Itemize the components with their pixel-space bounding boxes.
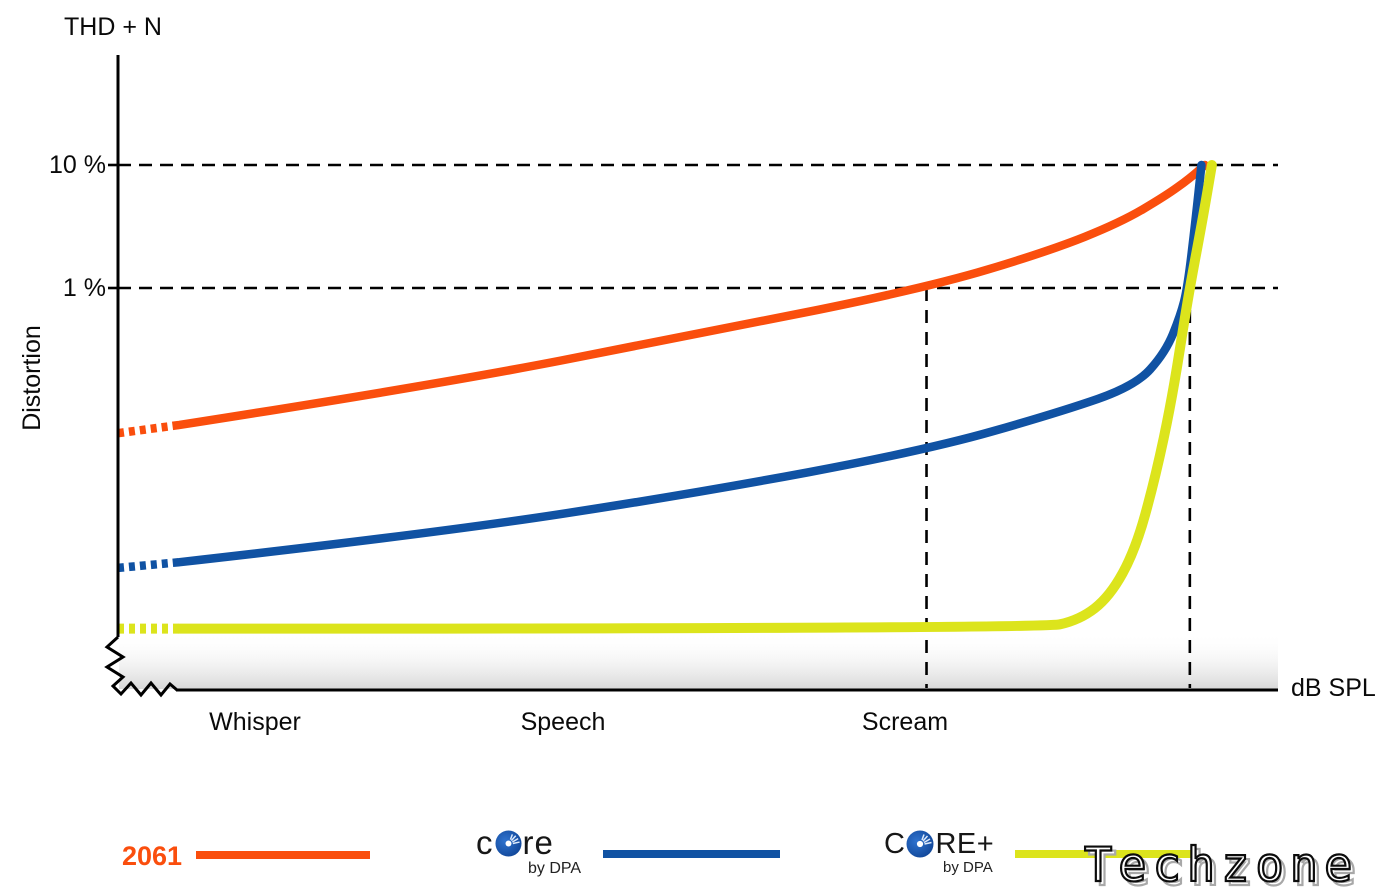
- xcat-scream: Scream: [861, 708, 949, 736]
- x-axis-label: dB SPL: [1291, 674, 1376, 702]
- chart-title: THD + N: [64, 13, 162, 41]
- guides-layer: [108, 163, 1278, 688]
- core-suffix: re: [522, 824, 554, 861]
- curve-2061: [175, 160, 1210, 430]
- techzone-shadow-text: Techzone: [1088, 842, 1362, 894]
- curve-lead-core-by-dpa: [117, 557, 180, 573]
- ytick-10-percent: 10 %: [49, 151, 106, 179]
- legend-label-2061: 2061: [122, 841, 183, 871]
- coreplus-prefix: C: [884, 828, 906, 860]
- core-byline: by DPA: [528, 860, 582, 877]
- core-prefix: c: [476, 824, 494, 861]
- baseline-fade: [119, 633, 1278, 689]
- coreplus-byline: by DPA: [943, 859, 993, 876]
- y-axis-label: Distortion: [18, 325, 46, 431]
- curve-lead-2061: [117, 420, 181, 438]
- xcat-whisper: Whisper: [209, 708, 301, 736]
- curve-core-by-dpa: [174, 160, 1217, 634]
- legend-core-logo: c re by DPA: [476, 826, 581, 878]
- coreplus-wordmark: C RE+: [884, 829, 994, 859]
- ytick-1-percent: 1 %: [62, 274, 106, 302]
- techzone-text: Techzone: [1084, 838, 1358, 893]
- core-wordmark: c re: [476, 826, 581, 860]
- dpa-core-disc-icon: [494, 829, 522, 857]
- curve-core-by-dpa: [175, 160, 1206, 567]
- legend-coreplus-logo: C RE+ by DPA: [884, 829, 994, 876]
- coreplus-suffix: RE+: [935, 828, 995, 860]
- xcat-speech: Speech: [520, 708, 606, 736]
- dpa-coreplus-disc-icon: [906, 830, 934, 858]
- axis-break-zigzag-icon: [104, 635, 178, 698]
- series-layer: [117, 160, 1217, 634]
- techzone-logo: Techzone Techzone: [1083, 837, 1362, 894]
- legend-swatch-2061: [196, 851, 370, 859]
- legend-swatch-coreplus: [1015, 850, 1193, 858]
- legend-swatch-core: [603, 850, 780, 858]
